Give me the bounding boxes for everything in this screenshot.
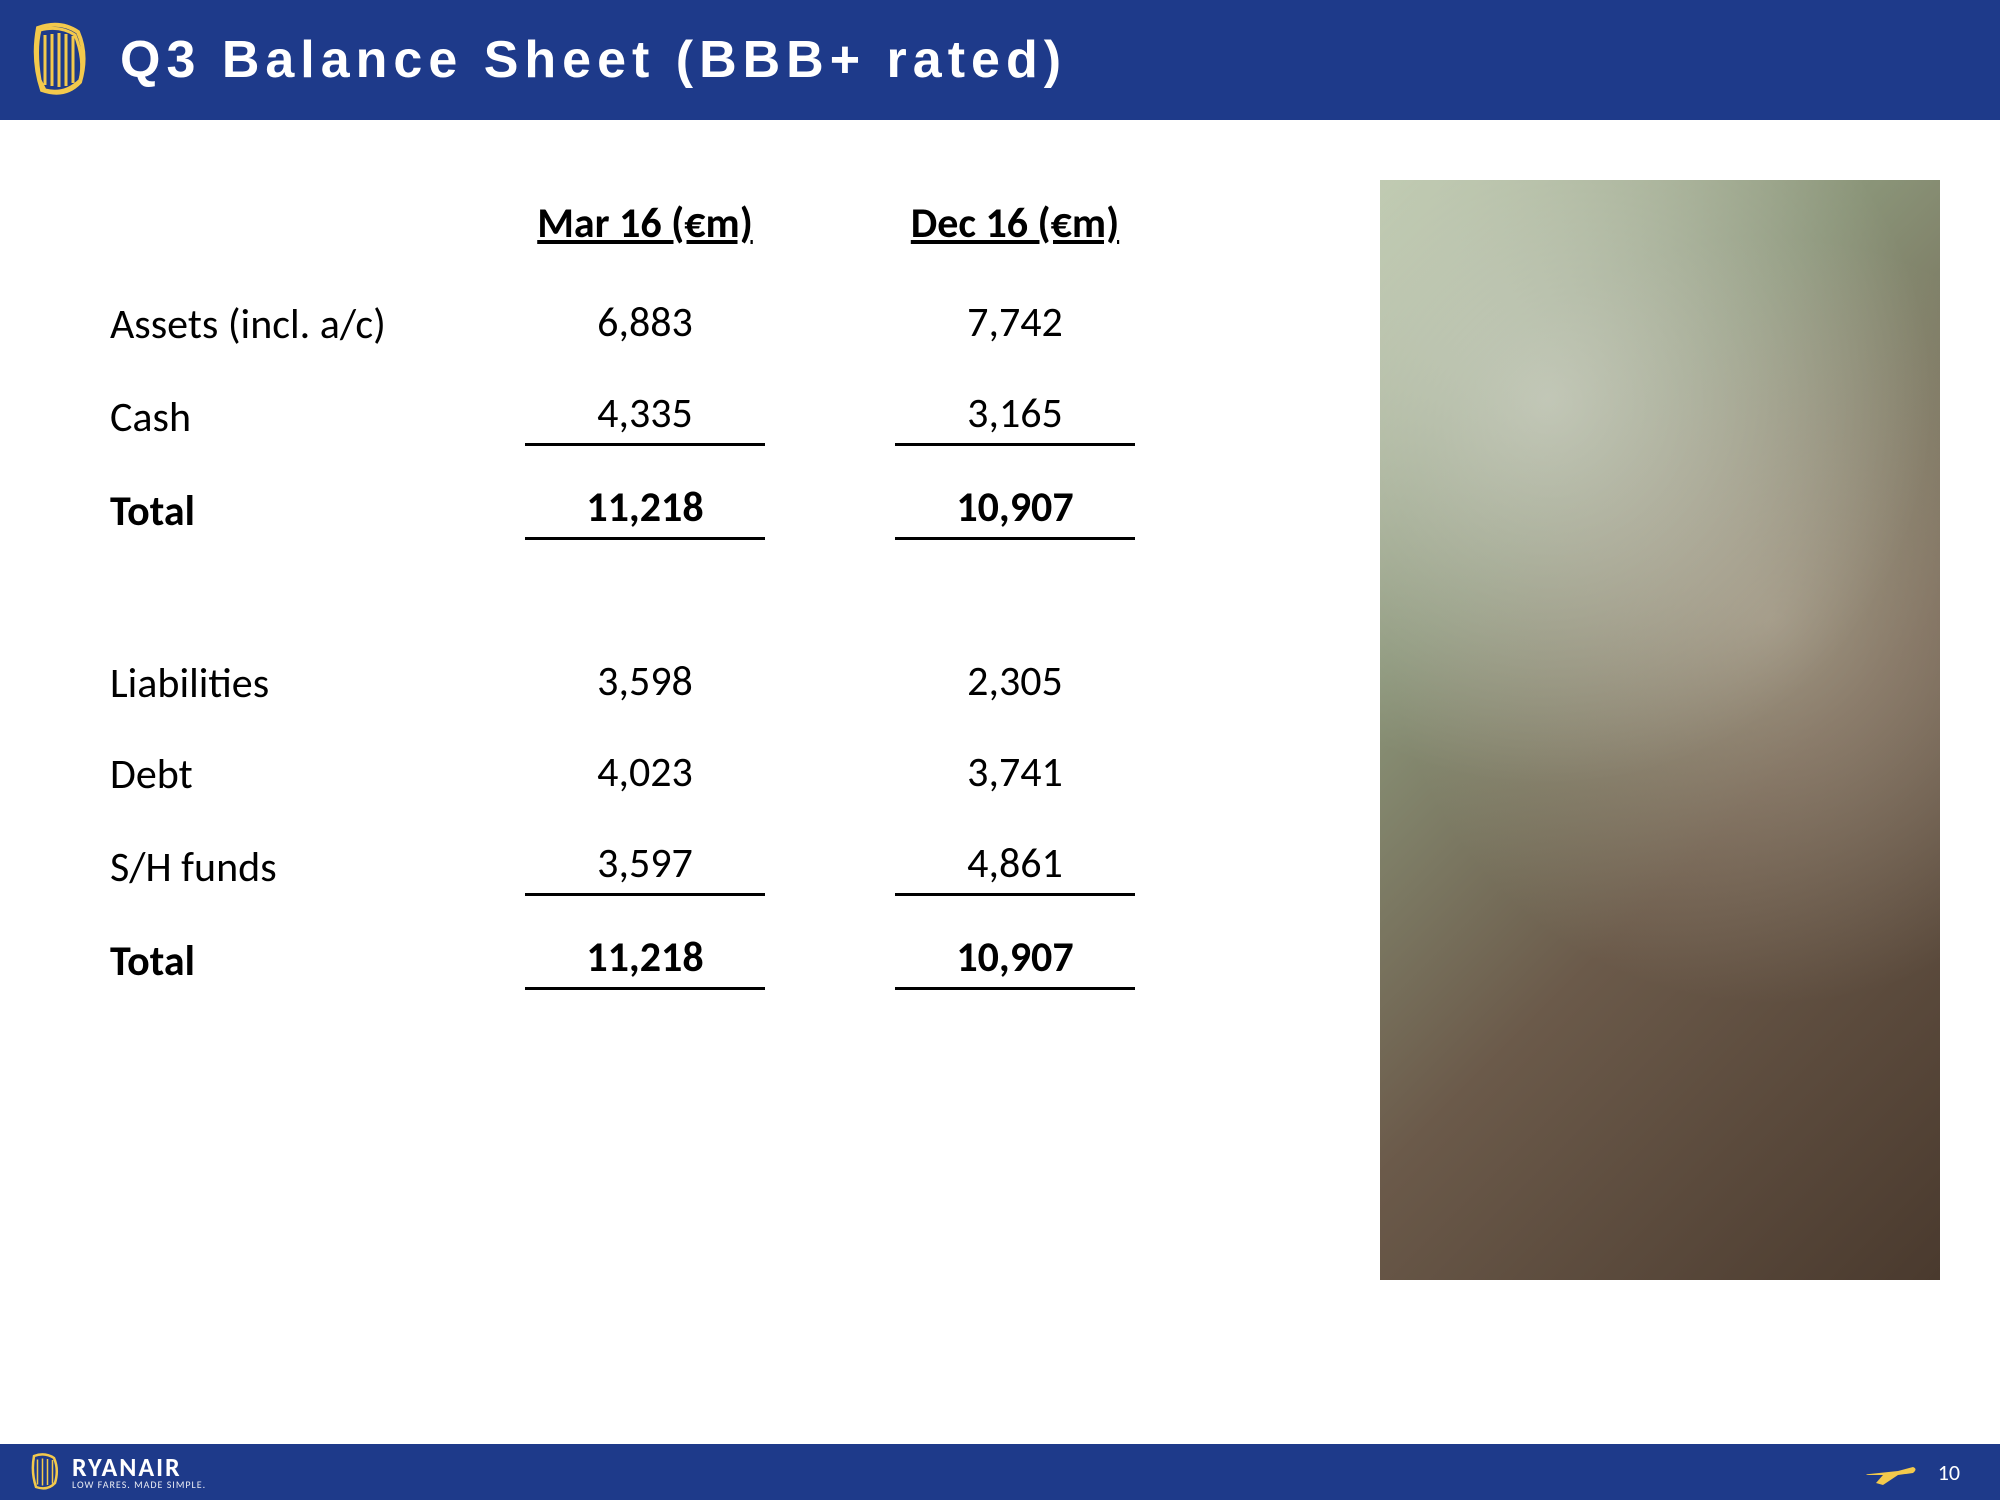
page-number: 10 bbox=[1938, 1459, 1960, 1486]
table-row: Total 11,218 10,907 bbox=[100, 914, 1200, 1008]
table-row: S/H funds 3,597 4,861 bbox=[100, 820, 1200, 914]
table-row: Assets (incl. a/c) 6,883 7,742 bbox=[100, 279, 1200, 370]
row-value-mar16: 4,335 bbox=[460, 370, 830, 464]
col-header-blank bbox=[100, 180, 460, 279]
col-header-mar16: Mar 16 (€m) bbox=[460, 180, 830, 279]
balance-table: Mar 16 (€m) Dec 16 (€m) Assets (incl. a/… bbox=[100, 180, 1200, 1008]
harp-icon bbox=[30, 1452, 60, 1492]
row-label: Total bbox=[100, 464, 460, 558]
row-label: Liabilities bbox=[100, 638, 460, 729]
row-value-mar16: 3,597 bbox=[460, 820, 830, 914]
footer-right: 10 bbox=[1858, 1457, 1960, 1487]
table-row: Debt 4,023 3,741 bbox=[100, 729, 1200, 820]
row-label: S/H funds bbox=[100, 820, 460, 914]
table-row: Cash 4,335 3,165 bbox=[100, 370, 1200, 464]
row-value-mar16: 6,883 bbox=[460, 279, 830, 370]
footer-brand-name: RYANAIR bbox=[72, 1454, 206, 1480]
row-label: Assets (incl. a/c) bbox=[100, 279, 460, 370]
row-value-mar16: 11,218 bbox=[460, 914, 830, 1008]
table-row: Total 11,218 10,907 bbox=[100, 464, 1200, 558]
row-value-mar16: 4,023 bbox=[460, 729, 830, 820]
row-value-dec16: 3,741 bbox=[830, 729, 1200, 820]
row-value-dec16: 3,165 bbox=[830, 370, 1200, 464]
row-value-mar16: 11,218 bbox=[460, 464, 830, 558]
row-value-dec16: 10,907 bbox=[830, 464, 1200, 558]
plane-icon bbox=[1858, 1457, 1918, 1487]
slide: Q3 Balance Sheet (BBB+ rated) Mar 16 (€m… bbox=[0, 0, 2000, 1500]
slide-title: Q3 Balance Sheet (BBB+ rated) bbox=[120, 30, 1067, 90]
row-label: Debt bbox=[100, 729, 460, 820]
row-value-mar16: 3,598 bbox=[460, 638, 830, 729]
row-label: Total bbox=[100, 914, 460, 1008]
row-label: Cash bbox=[100, 370, 460, 464]
col-header-dec16: Dec 16 (€m) bbox=[830, 180, 1200, 279]
footer-brand: RYANAIR LOW FARES. MADE SIMPLE. bbox=[72, 1454, 206, 1490]
row-value-dec16: 7,742 bbox=[830, 279, 1200, 370]
decorative-image bbox=[1380, 180, 1940, 1280]
footer-tagline: LOW FARES. MADE SIMPLE. bbox=[72, 1480, 206, 1490]
footer-bar: RYANAIR LOW FARES. MADE SIMPLE. 10 bbox=[0, 1444, 2000, 1500]
table-header-row: Mar 16 (€m) Dec 16 (€m) bbox=[100, 180, 1200, 279]
row-value-dec16: 10,907 bbox=[830, 914, 1200, 1008]
header-bar: Q3 Balance Sheet (BBB+ rated) bbox=[0, 0, 2000, 120]
slide-body: Mar 16 (€m) Dec 16 (€m) Assets (incl. a/… bbox=[0, 120, 2000, 1444]
table-row: Liabilities 3,598 2,305 bbox=[100, 638, 1200, 729]
table-spacer bbox=[100, 558, 1200, 638]
balance-table-wrap: Mar 16 (€m) Dec 16 (€m) Assets (incl. a/… bbox=[100, 180, 1320, 1444]
harp-icon bbox=[30, 20, 90, 100]
row-value-dec16: 4,861 bbox=[830, 820, 1200, 914]
footer-brand-group: RYANAIR LOW FARES. MADE SIMPLE. bbox=[30, 1452, 206, 1492]
row-value-dec16: 2,305 bbox=[830, 638, 1200, 729]
